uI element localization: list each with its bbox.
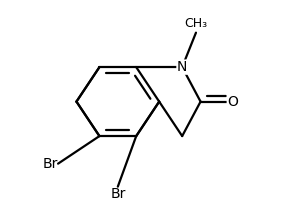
Text: O: O	[227, 95, 238, 108]
Text: N: N	[177, 60, 188, 74]
Text: Br: Br	[110, 187, 125, 201]
Text: CH₃: CH₃	[184, 17, 208, 30]
Text: Br: Br	[43, 157, 58, 171]
